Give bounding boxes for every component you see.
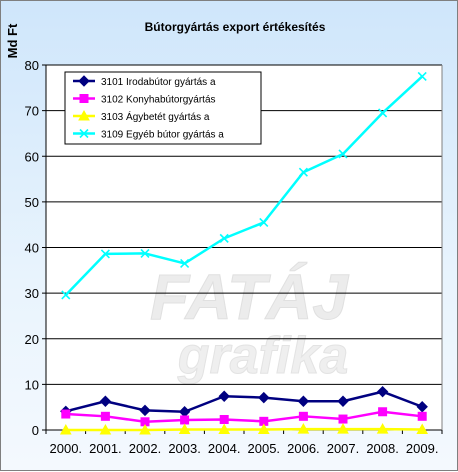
- series-3: [59, 423, 429, 435]
- data-point: [417, 71, 427, 81]
- series-line: [65, 410, 423, 424]
- data-point: [298, 411, 308, 421]
- data-point: [258, 391, 270, 404]
- y-tick-labels: 0 10 20 30 40 50 60 70 80: [25, 58, 39, 438]
- x-tick-label: 2009.: [406, 441, 439, 456]
- data-point: [61, 290, 71, 300]
- data-point: [218, 423, 231, 435]
- data-point: [61, 409, 71, 419]
- legend-entry: 3101 Irodabútor gyártás a: [73, 75, 216, 88]
- data-point: [100, 411, 110, 421]
- legend-entry: 3109 Egyéb bútor gyártás a: [73, 128, 224, 141]
- data-point: [378, 407, 388, 417]
- y-tick-label: 0: [32, 423, 39, 438]
- watermark-line-2: grafika: [177, 327, 349, 385]
- legend-label: 3102 Konyhabútorgyártás: [101, 95, 216, 106]
- x-tick-label: 2006.: [287, 441, 320, 456]
- y-tick-label: 10: [25, 377, 39, 392]
- data-point: [376, 423, 389, 434]
- data-point: [99, 395, 112, 407]
- series-4: [61, 71, 427, 300]
- legend-label: 3101 Irodabútor gyártás a: [101, 77, 216, 88]
- data-point: [378, 108, 388, 118]
- legend-swatch-marker: [78, 109, 90, 121]
- y-tick-label: 50: [25, 195, 39, 210]
- x-tick-label: 2005.: [248, 441, 281, 456]
- x-tick-labels: 2000. 2001. 2002. 2003. 2004. 2005. 2006. 2007.…: [50, 441, 439, 456]
- data-point: [337, 395, 349, 407]
- data-point: [298, 167, 308, 177]
- x-tick-label: 2002.: [129, 441, 162, 456]
- legend-box: [64, 71, 262, 145]
- series-lines: [59, 71, 429, 435]
- data-point: [219, 233, 229, 243]
- legend-swatch-marker: [79, 128, 89, 139]
- data-point: [180, 415, 190, 425]
- data-point: [100, 249, 110, 259]
- data-point: [297, 395, 310, 407]
- x-tick-label: 2003.: [168, 441, 201, 456]
- data-point: [297, 423, 310, 434]
- x-tick-label: 2004.: [208, 441, 241, 456]
- chart-title: Bútorgyártás export értékesítés: [145, 20, 326, 34]
- legend-entry: 3103 Ágybetét gyártás a: [73, 109, 210, 123]
- series-line: [64, 75, 424, 296]
- legend-label: 3109 Egyéb bútor gyártás a: [101, 130, 224, 141]
- y-tick-label: 60: [25, 149, 39, 164]
- data-point: [139, 423, 151, 435]
- legend: 3101 Irodabútor gyártás a 3102 Konyhabúto…: [64, 71, 262, 145]
- data-point: [338, 149, 348, 159]
- data-point: [337, 423, 349, 434]
- data-point: [416, 401, 428, 413]
- x-tick-label: 2000.: [50, 441, 83, 456]
- data-point: [219, 415, 229, 425]
- y-tick-label: 20: [25, 332, 39, 347]
- series-2: [61, 407, 427, 427]
- legend-swatch-marker: [79, 94, 89, 103]
- legend-entry: 3102 Konyhabútorgyártás: [73, 94, 216, 106]
- data-point: [99, 423, 112, 435]
- x-tick-label: 2007.: [327, 441, 360, 456]
- series-line: [65, 427, 423, 432]
- data-point: [139, 404, 151, 417]
- series-1: [60, 385, 428, 418]
- data-point: [178, 423, 191, 435]
- data-point: [218, 390, 230, 402]
- data-point: [259, 217, 269, 227]
- y-tick-label: 30: [25, 286, 39, 301]
- data-point: [417, 411, 427, 421]
- data-point: [257, 423, 270, 435]
- data-point: [140, 248, 150, 258]
- y-tick-label: 40: [25, 241, 39, 256]
- data-point: [338, 414, 348, 424]
- y-axis-label: Md Ft: [5, 23, 20, 58]
- data-point: [180, 258, 190, 269]
- legend-swatch-marker: [78, 75, 90, 87]
- data-point: [376, 385, 389, 398]
- x-tick-label: 2008.: [366, 441, 399, 456]
- watermark-line-1: FATÁJ: [150, 261, 349, 333]
- x-tick-label: 2001.: [89, 441, 122, 456]
- y-tick-label: 70: [25, 104, 39, 119]
- data-point: [59, 423, 72, 435]
- y-tick-label: 80: [25, 58, 39, 73]
- series-line: [65, 390, 423, 413]
- data-point: [416, 423, 429, 435]
- legend-label: 3103 Ágybetét gyártás a: [101, 110, 210, 123]
